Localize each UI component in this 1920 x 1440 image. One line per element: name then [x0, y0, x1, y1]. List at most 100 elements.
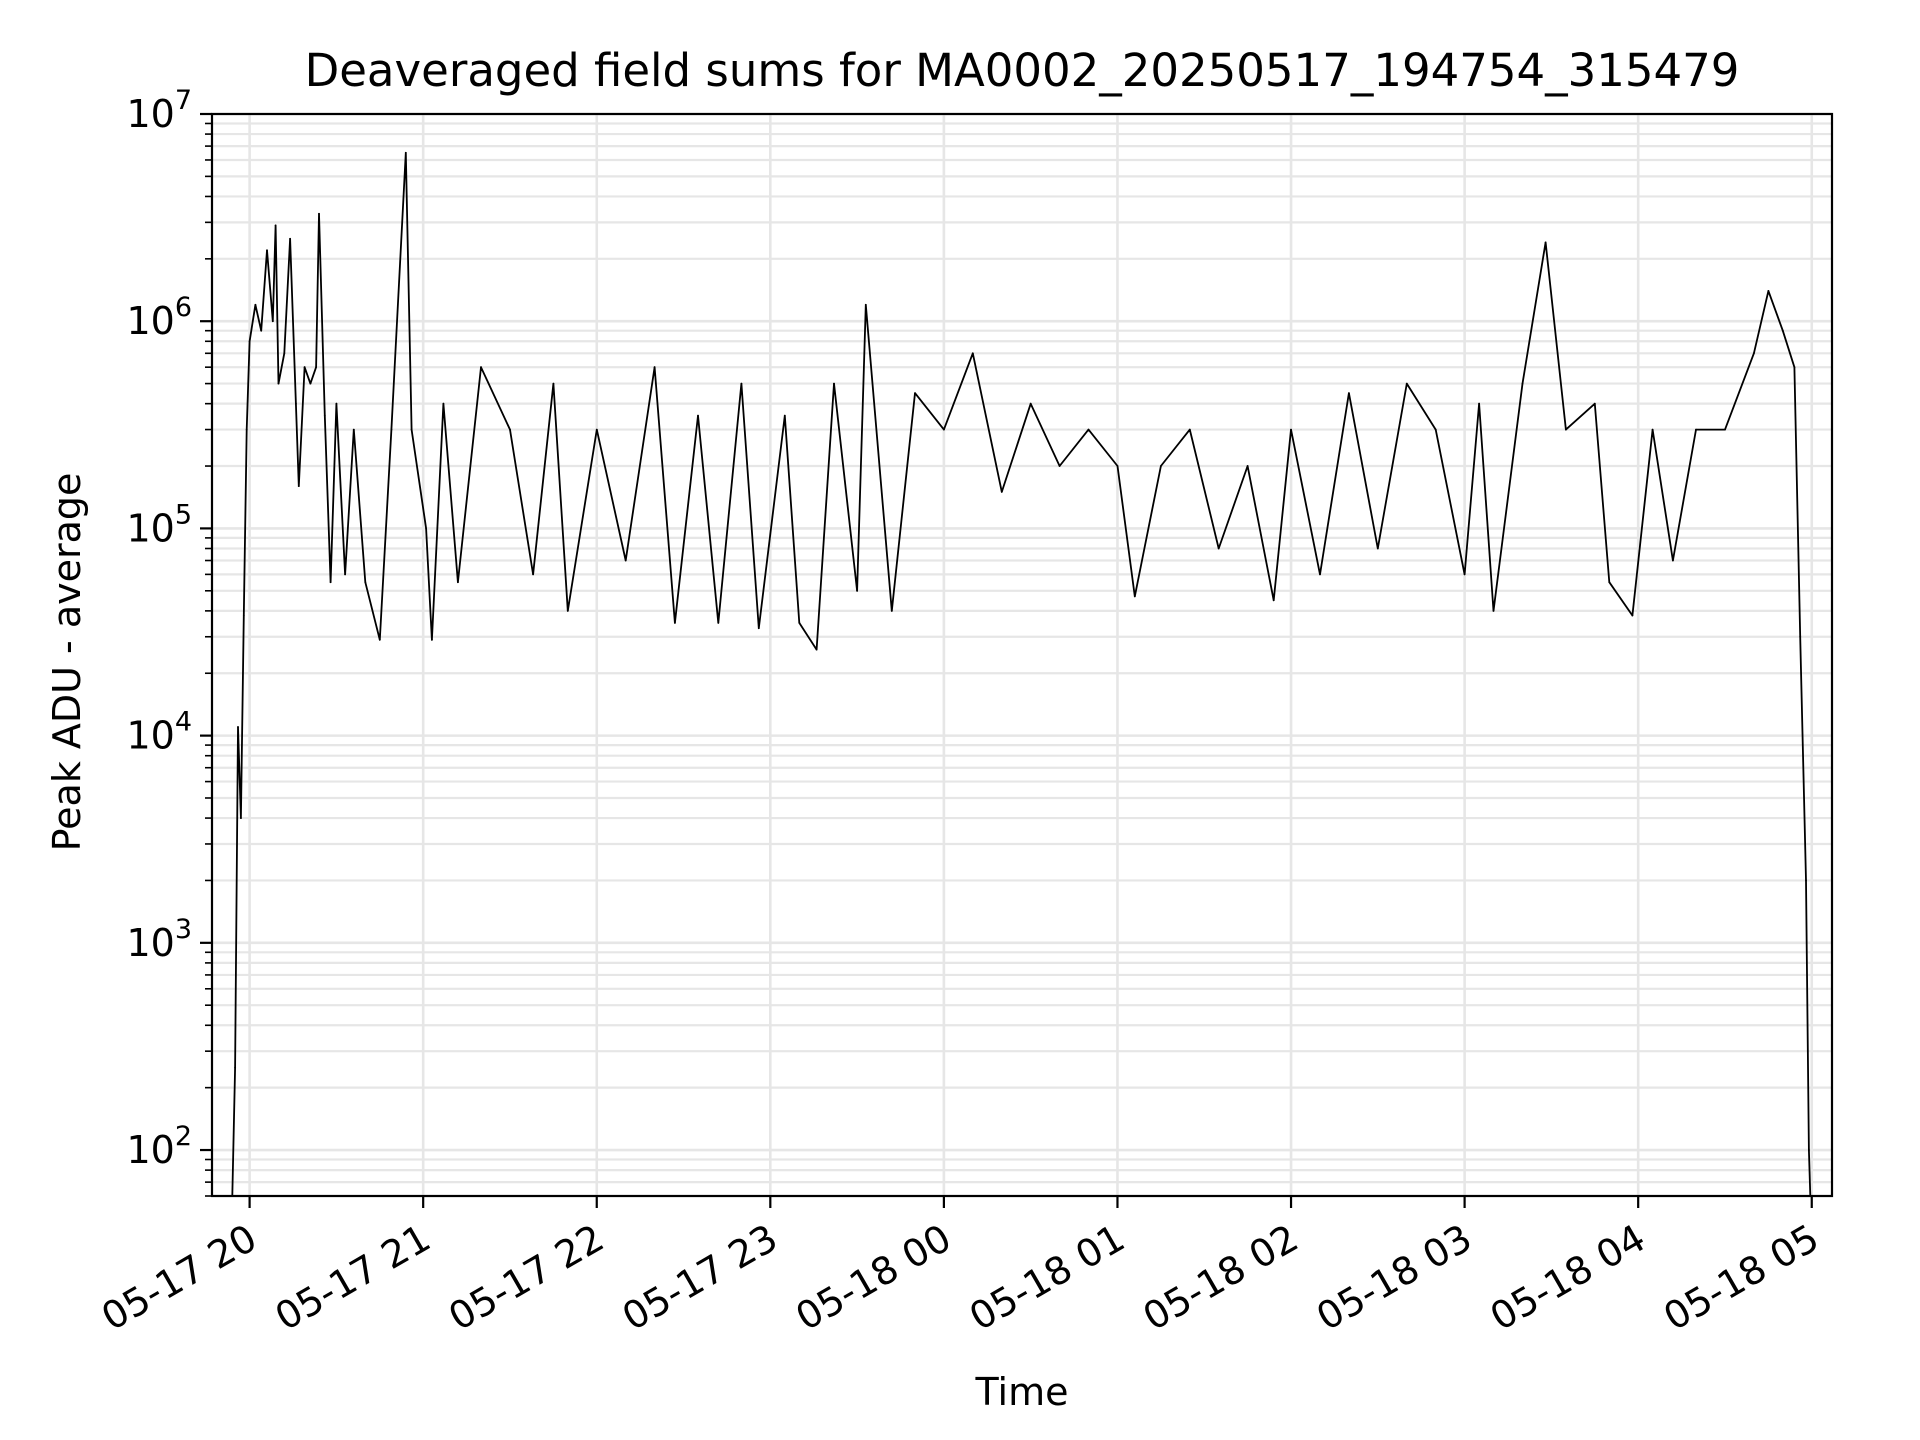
data-point — [697, 414, 699, 417]
data-point — [1376, 547, 1379, 550]
data-point — [352, 428, 355, 431]
data-point — [1246, 465, 1249, 467]
data-point — [245, 428, 248, 431]
data-point — [242, 614, 245, 617]
data-point — [674, 622, 676, 624]
data-point — [335, 402, 338, 405]
data-point — [757, 627, 760, 630]
data-point — [1319, 573, 1321, 576]
data-point — [240, 817, 242, 819]
data-point — [480, 366, 482, 369]
data-series-line — [231, 151, 1812, 1196]
y-tick-label: 102 — [126, 1121, 192, 1172]
data-point — [717, 622, 720, 624]
data-point — [1272, 599, 1275, 602]
data-point — [315, 366, 317, 369]
data-point — [1799, 635, 1802, 638]
data-point — [532, 573, 534, 576]
data-point — [1058, 465, 1061, 467]
data-point — [309, 382, 312, 385]
y-tick-label: 106 — [126, 292, 192, 343]
data-point — [1805, 879, 1807, 882]
y-tick-label: 103 — [126, 914, 192, 965]
data-point — [283, 352, 286, 355]
data-point — [1651, 428, 1654, 431]
data-point — [295, 402, 297, 405]
data-point — [1478, 402, 1480, 405]
data-point — [1188, 428, 1191, 431]
data-point — [815, 648, 818, 651]
data-point — [1434, 428, 1437, 431]
data-point — [914, 392, 916, 394]
data-point — [1593, 402, 1596, 405]
data-point — [509, 428, 511, 431]
data-point — [323, 414, 326, 417]
data-point — [1753, 352, 1755, 355]
data-point — [297, 485, 300, 487]
data-point — [442, 402, 445, 405]
plot-frame — [210, 112, 1834, 1198]
data-point — [431, 638, 433, 641]
data-point — [1000, 491, 1003, 493]
y-axis-label: Peak ADU - average — [45, 473, 89, 852]
data-point — [1565, 428, 1567, 431]
data-point — [1029, 402, 1032, 405]
data-point — [404, 151, 407, 154]
data-point — [833, 382, 835, 385]
data-point — [1348, 392, 1350, 394]
data-point — [1808, 1149, 1810, 1151]
data-point — [234, 1066, 237, 1069]
data-point — [248, 340, 251, 343]
data-point — [410, 428, 413, 431]
data-point — [303, 366, 306, 369]
data-point — [318, 212, 320, 215]
data-point — [595, 428, 598, 431]
data-point — [624, 559, 627, 562]
data-point — [566, 610, 569, 612]
y-tick-label: 105 — [126, 499, 192, 550]
grid-layer — [212, 112, 1832, 1198]
x-axis-label: Time — [975, 1370, 1069, 1414]
data-point — [329, 581, 332, 584]
data-point — [1608, 581, 1611, 584]
data-point — [783, 414, 786, 417]
data-point — [344, 573, 346, 576]
data-point — [1290, 428, 1292, 431]
data-point — [1521, 382, 1524, 385]
data-point — [1160, 465, 1162, 467]
data-point — [260, 329, 263, 332]
data-point — [237, 726, 239, 728]
data-point — [1217, 547, 1220, 550]
data-point — [266, 249, 268, 252]
data-point — [856, 589, 858, 592]
data-point — [289, 237, 291, 240]
data-point — [1405, 382, 1408, 385]
y-tick-label: 104 — [126, 707, 192, 758]
data-point — [457, 581, 459, 584]
data-point — [943, 428, 945, 431]
data-point — [1463, 573, 1466, 576]
data-point — [971, 352, 974, 355]
data-point — [1781, 329, 1784, 332]
data-point — [364, 581, 367, 584]
data-point — [1133, 595, 1136, 598]
data-point — [1724, 428, 1726, 431]
data-point — [552, 382, 555, 385]
data-point — [1672, 559, 1674, 562]
data-point — [378, 638, 381, 641]
data-point — [1492, 610, 1495, 612]
data-point — [1544, 241, 1547, 244]
series-layer — [231, 151, 1812, 1196]
y-tick-label: 107 — [126, 85, 192, 136]
data-point — [653, 366, 656, 369]
data-point — [1695, 428, 1697, 431]
data-point — [274, 224, 277, 227]
data-point — [798, 622, 801, 624]
data-point — [277, 382, 280, 385]
data-point — [864, 303, 867, 306]
data-point — [254, 303, 257, 306]
data-point — [271, 320, 274, 323]
data-point — [1631, 614, 1634, 617]
data-point — [425, 527, 427, 530]
